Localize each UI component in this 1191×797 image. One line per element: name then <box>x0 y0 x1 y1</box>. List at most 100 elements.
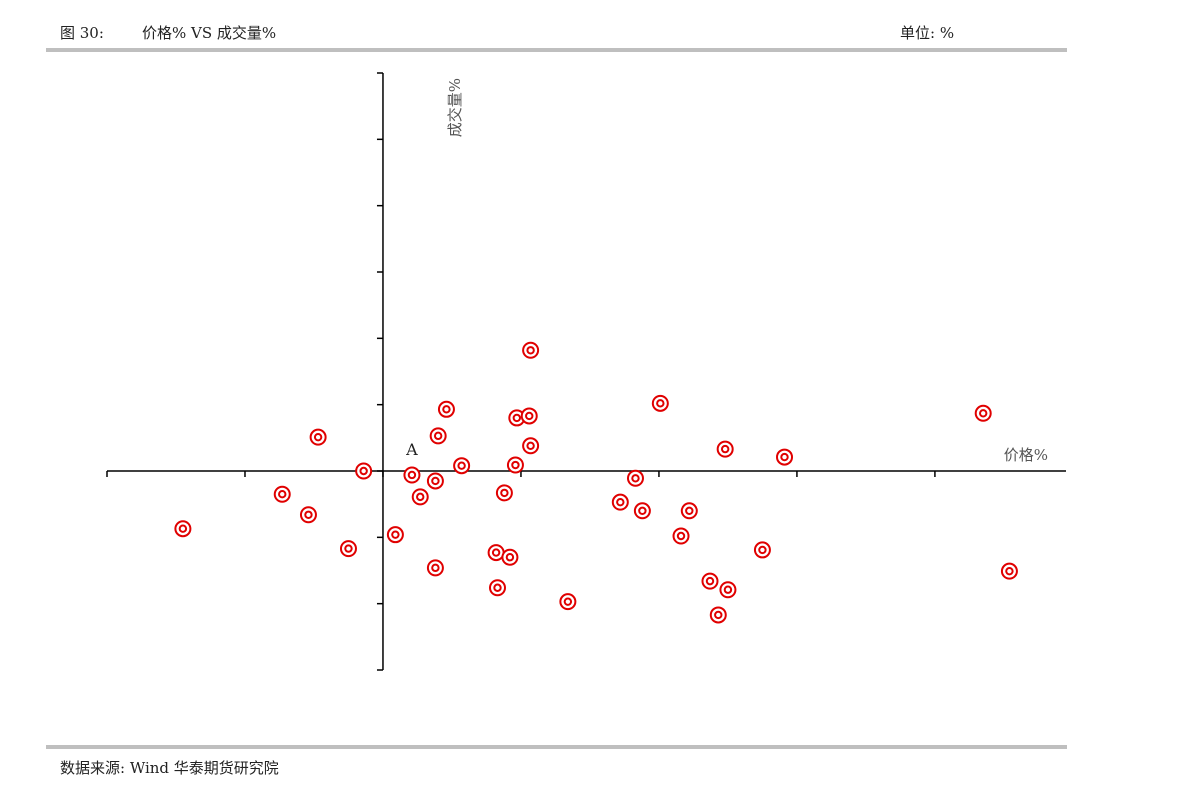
point-inner <box>457 461 466 470</box>
point-inner <box>391 530 400 539</box>
point-outer <box>716 440 734 458</box>
point <box>716 440 734 458</box>
point-outer <box>522 341 540 359</box>
point-outer <box>626 469 644 487</box>
point-inner <box>500 488 509 498</box>
point-outer <box>633 502 651 520</box>
point-inner <box>631 474 640 483</box>
point-inner <box>1005 566 1014 576</box>
point-inner <box>431 476 440 486</box>
point-inner <box>416 492 425 502</box>
point <box>709 606 727 624</box>
unit-label: 单位: % <box>900 24 954 42</box>
point <box>522 341 540 359</box>
point-inner <box>676 531 686 541</box>
point-inner <box>178 524 188 533</box>
point <box>701 572 719 590</box>
point <box>495 484 513 502</box>
point-inner <box>442 405 451 414</box>
point-outer <box>426 472 444 490</box>
point-outer <box>501 548 519 566</box>
point-outer <box>974 404 992 422</box>
point <box>403 466 421 484</box>
point-inner <box>491 548 501 557</box>
figure-number: 图 30: <box>60 24 104 42</box>
point-inner <box>431 563 440 573</box>
point-outer <box>522 437 540 455</box>
point-outer <box>273 485 291 503</box>
point-outer <box>487 544 505 562</box>
point-inner <box>526 346 535 355</box>
point <box>299 506 317 524</box>
point <box>522 437 540 455</box>
point <box>386 526 404 544</box>
point-outer <box>386 526 404 544</box>
point-outer <box>520 407 538 425</box>
point-outer <box>559 593 577 611</box>
point-outer <box>426 559 444 577</box>
point <box>437 400 455 418</box>
point-inner <box>656 399 665 408</box>
point-inner <box>705 576 715 586</box>
point-inner <box>720 444 730 454</box>
point <box>273 485 291 503</box>
point <box>559 593 577 611</box>
point-outer <box>611 493 629 511</box>
point-inner <box>638 506 647 515</box>
point-outer <box>174 520 192 538</box>
point-outer <box>701 572 719 590</box>
point <box>611 493 629 511</box>
y-axis-label: 成交量% <box>446 78 464 137</box>
point-inner <box>526 441 535 450</box>
point-outer <box>495 484 513 502</box>
point <box>426 559 444 577</box>
point-outer <box>709 606 727 624</box>
point <box>719 581 737 599</box>
point <box>488 579 506 597</box>
point <box>974 404 992 422</box>
point-inner <box>525 411 534 421</box>
point-outer <box>1000 562 1018 580</box>
point <box>506 456 524 474</box>
point-outer <box>651 394 669 412</box>
point <box>355 462 373 480</box>
point-outer <box>672 527 690 545</box>
point-inner <box>723 585 733 594</box>
point-inner <box>313 432 323 442</box>
point-inner <box>304 510 313 519</box>
point-inner <box>616 497 625 507</box>
point <box>672 527 690 545</box>
point-outer <box>453 457 471 475</box>
point <box>426 472 444 490</box>
footer-rule <box>46 745 1067 749</box>
point-outer <box>680 502 698 520</box>
point-inner <box>505 553 515 562</box>
point-inner <box>344 544 353 553</box>
point-inner <box>433 431 443 441</box>
point <box>411 488 429 506</box>
point-outer <box>437 400 455 418</box>
point-inner <box>714 610 723 620</box>
annotation: A <box>405 440 418 459</box>
point <box>753 541 771 559</box>
point <box>174 520 192 538</box>
point <box>651 394 669 412</box>
point-inner <box>511 460 520 470</box>
point-inner <box>979 409 988 418</box>
header-rule <box>46 48 1067 52</box>
point-inner <box>758 545 767 555</box>
point-outer <box>429 427 447 445</box>
point-outer <box>299 506 317 524</box>
point-outer <box>776 448 794 466</box>
point <box>520 407 538 425</box>
point-outer <box>309 428 327 446</box>
point-inner <box>407 470 417 480</box>
point-outer <box>753 541 771 559</box>
point <box>487 544 505 562</box>
point <box>633 502 651 520</box>
point <box>1000 562 1018 580</box>
point-outer <box>355 462 373 480</box>
point <box>453 457 471 475</box>
